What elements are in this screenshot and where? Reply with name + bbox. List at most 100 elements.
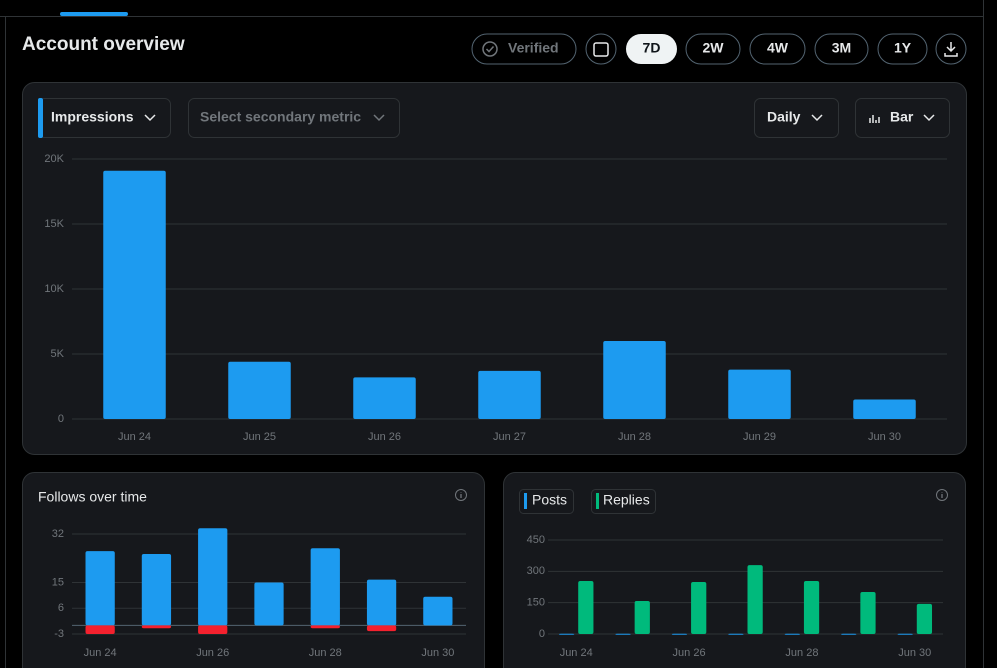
- download-button[interactable]: [935, 33, 967, 65]
- x-tick-label: Jun 28: [618, 431, 651, 443]
- y-tick-label: 0: [539, 628, 545, 640]
- range-label: 7D: [643, 40, 661, 56]
- bar: [310, 548, 340, 626]
- info-icon[interactable]: [936, 489, 948, 501]
- bar: [728, 633, 744, 635]
- range-button[interactable]: [814, 33, 869, 65]
- chevron: [373, 114, 385, 122]
- bar: [228, 361, 291, 419]
- legend-item[interactable]: [519, 489, 574, 514]
- bar: [198, 625, 228, 634]
- panel-title: Follows over time: [38, 489, 147, 505]
- y-tick-label: 6: [58, 602, 64, 614]
- chevron: [144, 114, 156, 122]
- info-icon[interactable]: [455, 489, 467, 501]
- bar: [85, 625, 115, 634]
- bar: [353, 377, 416, 419]
- range-button[interactable]: [749, 33, 806, 65]
- bar: [603, 341, 666, 419]
- bar: [691, 581, 707, 634]
- y-tick-label: 15K: [44, 218, 64, 230]
- bar: [841, 633, 857, 635]
- bar: [615, 633, 631, 635]
- bar: [860, 592, 876, 634]
- x-tick-label: Jun 30: [868, 431, 901, 443]
- bar: [198, 528, 228, 626]
- x-tick-label: Jun 24: [84, 647, 117, 659]
- x-tick-label: Jun 25: [243, 431, 276, 443]
- download-icon: [944, 42, 958, 57]
- legend-item[interactable]: [591, 489, 656, 514]
- chevron: [811, 114, 823, 122]
- y-tick-label: 150: [527, 597, 545, 609]
- bar: [803, 580, 820, 634]
- chart-type-label: Bar: [890, 109, 914, 125]
- bar: [558, 633, 575, 635]
- verified-button[interactable]: [471, 33, 577, 65]
- range-label: 3M: [832, 40, 851, 56]
- y-tick-label: 300: [527, 565, 545, 577]
- y-tick-label: -3: [54, 628, 64, 640]
- legend-label: Replies: [603, 492, 650, 508]
- x-tick-label: Jun 28: [309, 647, 342, 659]
- bar: [853, 399, 916, 419]
- x-tick-label: Jun 30: [421, 647, 454, 659]
- legend-label: Posts: [532, 492, 567, 508]
- x-tick-label: Jun 26: [673, 647, 706, 659]
- y-tick-label: 450: [527, 534, 545, 546]
- bar: [784, 633, 800, 635]
- x-tick-label: Jun 26: [196, 647, 229, 659]
- x-tick-label: Jun 24: [118, 431, 151, 443]
- bar: [366, 625, 397, 632]
- tab-indicator: [60, 12, 128, 16]
- page-title: Account overview: [22, 34, 185, 55]
- bar: [103, 170, 166, 419]
- verified-icon: [482, 41, 498, 57]
- bar: [478, 370, 541, 419]
- interval-select[interactable]: [754, 98, 839, 138]
- x-tick-label: Jun 26: [368, 431, 401, 443]
- interval-label: Daily: [767, 109, 801, 125]
- x-tick-label: Jun 24: [560, 647, 593, 659]
- check-icon: [485, 45, 495, 53]
- y-tick-label: 32: [52, 528, 64, 540]
- bar: [916, 603, 933, 634]
- range-button[interactable]: [877, 33, 928, 65]
- bar: [423, 596, 453, 626]
- y-tick-label: 5K: [51, 348, 65, 360]
- x-tick-label: Jun 30: [898, 647, 931, 659]
- secondary-select[interactable]: [188, 98, 400, 138]
- verified-label: Verified: [508, 40, 559, 56]
- chart-type-select[interactable]: [855, 98, 950, 138]
- calendar-icon: [593, 42, 609, 57]
- bar: [634, 600, 650, 634]
- y-tick-label: 10K: [44, 283, 64, 295]
- calendar-button[interactable]: [585, 33, 617, 65]
- bar-icon: [869, 115, 880, 123]
- x-tick-label: Jun 29: [743, 431, 776, 443]
- bar: [85, 551, 115, 626]
- range-label: 2W: [703, 40, 725, 56]
- y-tick-label: 15: [52, 576, 64, 588]
- bar: [728, 369, 791, 419]
- impressions-panel: [22, 82, 967, 455]
- bar: [141, 625, 172, 629]
- bar: [897, 633, 913, 635]
- bar: [310, 625, 340, 629]
- range-button[interactable]: [685, 33, 741, 65]
- range-label: 1Y: [894, 40, 912, 56]
- legend-swatch: [596, 493, 599, 509]
- metric-label: Impressions: [51, 109, 134, 125]
- bar: [254, 582, 284, 626]
- x-tick-label: Jun 27: [493, 431, 526, 443]
- metric-marker: [38, 98, 43, 138]
- legend-swatch: [524, 493, 527, 509]
- bar: [747, 565, 763, 634]
- posts-panel: [503, 472, 966, 668]
- y-tick-label: 20K: [44, 153, 64, 165]
- range-button-selected[interactable]: [626, 34, 677, 64]
- bar: [578, 580, 594, 634]
- range-label: 4W: [767, 40, 789, 56]
- chevron: [923, 114, 935, 122]
